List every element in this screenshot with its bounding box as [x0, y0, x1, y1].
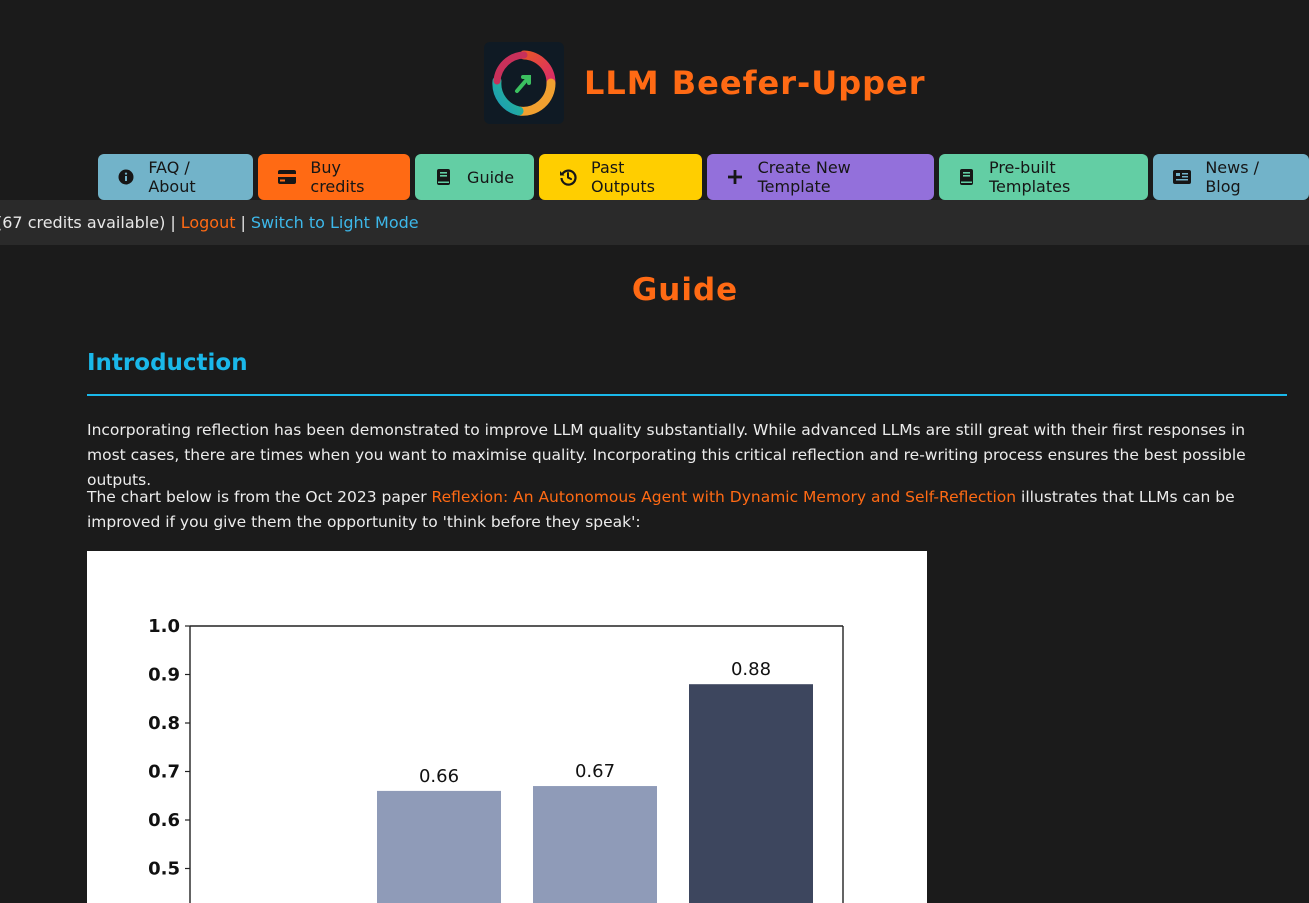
separator: |	[240, 213, 246, 232]
brand-title: LLM Beefer-Upper	[584, 64, 926, 102]
section-heading: Introduction	[87, 350, 248, 376]
page-title: Guide	[631, 272, 739, 308]
account-status-bar: (67 credits available) | Logout | Switch…	[0, 200, 1309, 245]
nav-past-outputs-button[interactable]: Past Outputs	[539, 154, 703, 200]
reflexion-chart: 1.0 0.9 0.8 0.7 0.6 0.5 0.66 0.67 0.88	[87, 551, 927, 903]
book-icon	[959, 168, 975, 186]
nav-faq-button[interactable]: FAQ / About	[98, 154, 254, 200]
chart-intro-paragraph: The chart below is from the Oct 2023 pap…	[87, 485, 1287, 535]
book-icon	[435, 168, 453, 186]
bar	[377, 790, 501, 903]
nav-label: FAQ / About	[148, 158, 196, 196]
paragraph-text: illustrates that LLMs can be improved if…	[87, 488, 1235, 531]
nav-label: Create New Template	[757, 158, 851, 196]
bar-value-label: 0.67	[575, 761, 615, 782]
nav-label: Guide	[467, 167, 515, 187]
history-icon	[559, 168, 577, 186]
nav-prebuilt-templates-button[interactable]: Pre-built Templates	[938, 154, 1149, 200]
nav-news-blog-button[interactable]: News / Blog	[1153, 154, 1309, 200]
y-tick-label: 0.5	[148, 859, 180, 880]
y-tick-label: 0.8	[148, 713, 180, 734]
bar-value-label: 0.88	[731, 659, 771, 680]
nav-label: Past Outputs	[591, 158, 655, 196]
nav-label: Buy credits	[310, 158, 365, 196]
brand[interactable]: LLM Beefer-Upper	[484, 42, 926, 124]
plus-icon	[727, 168, 743, 186]
y-tick-label: 0.7	[148, 762, 180, 783]
credit-card-icon	[278, 168, 297, 186]
logout-link[interactable]: Logout	[180, 213, 236, 232]
y-tick-label: 0.6	[148, 810, 180, 831]
main-nav: FAQ / About Buy credits Guide Past Outpu…	[98, 154, 1309, 200]
y-tick-label: 1.0	[148, 616, 180, 637]
paragraph-text: The chart below is from the Oct 2023 pap…	[87, 488, 432, 506]
section-divider	[87, 394, 1287, 396]
nav-create-template-button[interactable]: Create New Template	[707, 154, 934, 200]
credits-count: (67 credits available)	[0, 213, 166, 232]
intro-paragraph: Incorporating reflection has been demons…	[87, 421, 1246, 489]
bar	[689, 684, 813, 903]
newspaper-icon	[1173, 168, 1192, 186]
separator: |	[170, 213, 176, 232]
bar-value-label: 0.66	[419, 766, 459, 787]
bar	[533, 786, 657, 903]
swirl-arrow-logo	[484, 42, 564, 124]
nav-buy-credits-button[interactable]: Buy credits	[258, 154, 411, 200]
paper-link[interactable]: Reflexion: An Autonomous Agent with Dyna…	[431, 488, 1017, 506]
nav-guide-button[interactable]: Guide	[415, 154, 535, 200]
info-circle-icon	[118, 168, 134, 186]
nav-label: News / Blog	[1205, 158, 1260, 196]
chart-svg: 1.0 0.9 0.8 0.7 0.6 0.5 0.66 0.67 0.88	[148, 616, 844, 903]
switch-light-mode-link[interactable]: Switch to Light Mode	[250, 213, 419, 232]
nav-label: Pre-built Templates	[988, 158, 1071, 196]
y-tick-label: 0.9	[148, 665, 180, 686]
